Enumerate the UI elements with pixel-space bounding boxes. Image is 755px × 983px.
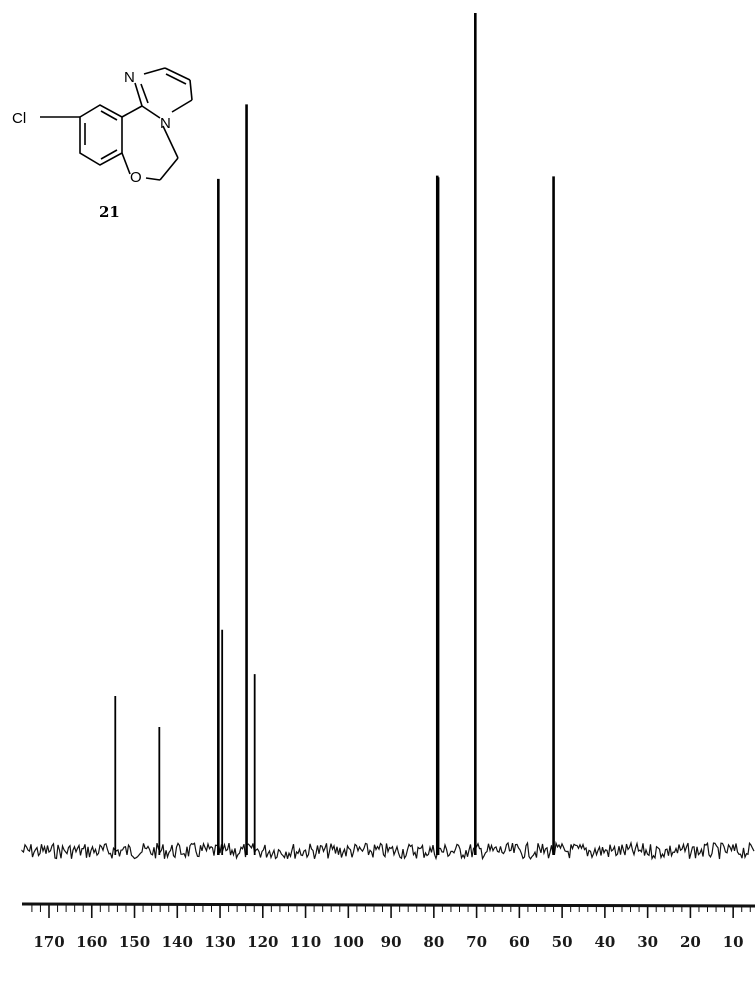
bond — [145, 177, 161, 181]
tick-label-140: 140 — [162, 933, 193, 951]
tick-label-80: 80 — [423, 933, 444, 951]
nitrogen-label: N — [160, 115, 171, 132]
chemical-structure — [40, 67, 193, 181]
imidazole-double-bond — [140, 83, 149, 104]
bond — [189, 79, 193, 101]
imidazole-double-bond — [165, 73, 187, 85]
x-axis-line — [21, 902, 755, 908]
bond — [121, 105, 143, 118]
bond — [141, 105, 161, 119]
imidazole-double-bond — [134, 82, 143, 107]
bond — [164, 67, 191, 81]
tick-label-40: 40 — [594, 933, 615, 951]
tick-label-60: 60 — [509, 933, 530, 951]
bond — [171, 99, 193, 113]
peaks-group — [114, 13, 555, 855]
compound-number: 21 — [99, 203, 120, 221]
tick-label-170: 170 — [33, 933, 64, 951]
aromatic-double-bond — [100, 110, 118, 121]
ppm-axis: 170 160 150 140 130 120 110 100 90 80 70 60 50 40 30 20… — [21, 902, 755, 951]
tick-label-10: 10 — [723, 933, 744, 951]
chlorine-label: Cl — [12, 110, 26, 127]
oxygen-label: O — [130, 169, 142, 186]
bond — [159, 157, 179, 181]
bond — [121, 152, 131, 175]
bond — [143, 67, 166, 75]
tick-label-110: 110 — [290, 933, 321, 951]
bond — [162, 125, 179, 159]
tick-label-20: 20 — [680, 933, 701, 951]
tick-label-100: 100 — [333, 933, 364, 951]
nitrogen-label: N — [124, 69, 135, 86]
tick-label-50: 50 — [552, 933, 573, 951]
baseline-noise — [21, 840, 755, 861]
benzene-ring-icon — [79, 104, 123, 166]
tick-label-90: 90 — [381, 933, 402, 951]
tick-label-70: 70 — [466, 933, 487, 951]
tick-label-150: 150 — [119, 933, 150, 951]
tick-label-30: 30 — [637, 933, 658, 951]
tick-label-120: 120 — [247, 933, 278, 951]
aromatic-double-bond — [100, 149, 118, 160]
tick-label-160: 160 — [76, 933, 107, 951]
tick-label-130: 130 — [204, 933, 235, 951]
